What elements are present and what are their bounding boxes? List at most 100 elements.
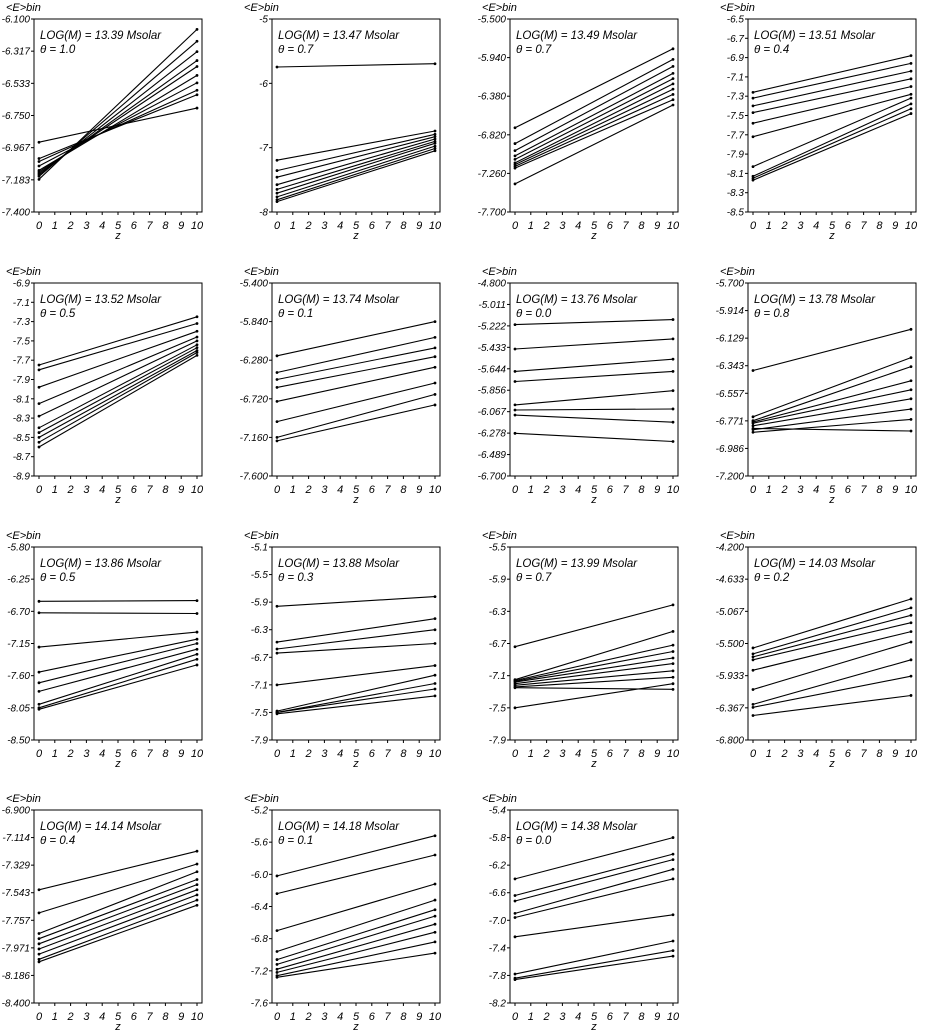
series-line bbox=[752, 97, 912, 168]
y-tick-label: -6.3 bbox=[251, 625, 269, 636]
data-point bbox=[275, 420, 279, 424]
x-tick-label: 4 bbox=[337, 484, 343, 496]
data-point bbox=[513, 935, 517, 939]
x-tick-label: 4 bbox=[575, 220, 581, 232]
data-point bbox=[513, 645, 517, 649]
x-tick-label: 3 bbox=[321, 1011, 328, 1023]
x-tick-label: 6 bbox=[607, 748, 614, 760]
y-axis-label: <E>bin bbox=[720, 2, 755, 14]
y-tick-label: -7.7 bbox=[727, 130, 745, 141]
series-line bbox=[752, 78, 912, 114]
x-tick-label: 9 bbox=[654, 220, 660, 232]
x-tick-label: 0 bbox=[512, 484, 519, 496]
x-tick-label: 6 bbox=[845, 484, 852, 496]
data-point bbox=[909, 69, 913, 73]
data-point bbox=[195, 59, 199, 62]
y-tick-label: -6.25 bbox=[7, 575, 30, 586]
data-point bbox=[909, 658, 913, 662]
x-tick-label: 9 bbox=[892, 220, 898, 232]
x-tick-label: 8 bbox=[162, 1011, 169, 1023]
data-point bbox=[909, 96, 913, 100]
x-tick-label: 9 bbox=[416, 748, 422, 760]
data-point bbox=[671, 949, 675, 953]
data-point bbox=[909, 388, 913, 392]
x-tick-label: 7 bbox=[385, 484, 392, 496]
data-point bbox=[433, 687, 437, 691]
x-tick-label: 4 bbox=[99, 220, 105, 232]
y-tick-label: -6.2 bbox=[489, 861, 507, 872]
data-point bbox=[513, 408, 517, 412]
x-tick-label: 5 bbox=[591, 220, 598, 232]
y-tick-label: -6.278 bbox=[478, 429, 507, 440]
data-point bbox=[37, 888, 41, 892]
y-axis-label: <E>bin bbox=[244, 530, 279, 542]
y-tick-label: -6 bbox=[259, 79, 268, 90]
y-tick-label: -6.7 bbox=[489, 639, 507, 650]
series-line bbox=[752, 328, 912, 372]
series-line bbox=[276, 596, 436, 607]
x-axis-label: z bbox=[352, 758, 359, 770]
series-line bbox=[514, 48, 674, 129]
series-line bbox=[276, 150, 436, 203]
panel-subtitle: θ = 1.0 bbox=[40, 44, 76, 56]
series-line bbox=[38, 344, 198, 429]
x-tick-label: 7 bbox=[861, 748, 868, 760]
x-tick-label: 0 bbox=[750, 484, 757, 496]
y-tick-label: -7.0 bbox=[489, 916, 507, 927]
x-tick-label: 9 bbox=[178, 1011, 184, 1023]
x-tick-label: 6 bbox=[607, 484, 614, 496]
panel-title: LOG(M) = 13.39 Msolar bbox=[40, 30, 162, 42]
data-point bbox=[433, 365, 437, 369]
data-point bbox=[275, 65, 279, 69]
data-point bbox=[671, 420, 675, 424]
data-point bbox=[433, 135, 437, 139]
series-line bbox=[514, 940, 674, 975]
x-tick-label: 7 bbox=[147, 748, 154, 760]
x-tick-label: 0 bbox=[36, 1011, 43, 1023]
data-point bbox=[37, 164, 41, 168]
y-tick-label: -7.600 bbox=[240, 472, 269, 483]
panel-title: LOG(M) = 13.74 Msolar bbox=[278, 294, 400, 306]
panel-subtitle: θ = 0.2 bbox=[754, 572, 790, 584]
y-axis-label: <E>bin bbox=[6, 266, 41, 278]
data-point bbox=[909, 54, 913, 58]
data-point bbox=[513, 899, 517, 903]
data-point bbox=[433, 673, 437, 677]
x-tick-label: 8 bbox=[876, 220, 883, 232]
chart-panel: <E>bin-6.100 -6.317 -6.533 -6.750 -6.967 -7.1… bbox=[2, 2, 204, 242]
panel-title: LOG(M) = 14.03 Msolar bbox=[754, 558, 876, 570]
data-point bbox=[751, 104, 755, 108]
data-point bbox=[751, 111, 755, 115]
x-tick-label: 7 bbox=[861, 484, 868, 496]
x-tick-label: 7 bbox=[147, 1011, 154, 1023]
data-point bbox=[195, 663, 199, 667]
series-line bbox=[276, 835, 436, 877]
data-point bbox=[37, 445, 41, 449]
x-tick-label: 1 bbox=[766, 748, 772, 760]
y-axis-label: <E>bin bbox=[6, 530, 41, 542]
data-point bbox=[751, 714, 755, 717]
chart-panel: <E>bin-5.2 -5.6 -6.0 -6.4 -6.8 -7.2 -7.6 0 1 2 3 4 5… bbox=[244, 793, 442, 1033]
series-line bbox=[752, 113, 912, 181]
y-tick-label: -5.933 bbox=[716, 671, 745, 682]
series-line bbox=[276, 145, 436, 198]
y-tick-label: -5.644 bbox=[478, 364, 507, 375]
chart-panel: <E>bin-4.200 -4.633 -5.067 -5.500 -5.933 -6.3… bbox=[716, 530, 918, 770]
x-tick-label: 1 bbox=[528, 1011, 534, 1023]
data-point bbox=[433, 149, 437, 153]
data-point bbox=[195, 50, 199, 54]
x-tick-label: 9 bbox=[654, 1011, 660, 1023]
data-point bbox=[275, 892, 279, 896]
series-line bbox=[752, 103, 912, 177]
x-tick-label: 2 bbox=[305, 1011, 312, 1023]
y-tick-label: -6.533 bbox=[2, 79, 31, 90]
x-tick-label: 3 bbox=[797, 220, 804, 232]
series-line bbox=[38, 94, 198, 160]
data-point bbox=[751, 174, 755, 178]
y-tick-label: -6.771 bbox=[716, 416, 744, 427]
x-tick-label: 5 bbox=[353, 484, 360, 496]
x-tick-label: 6 bbox=[845, 748, 852, 760]
x-tick-label: 3 bbox=[559, 220, 566, 232]
y-tick-label: -7.5 bbox=[727, 111, 745, 122]
